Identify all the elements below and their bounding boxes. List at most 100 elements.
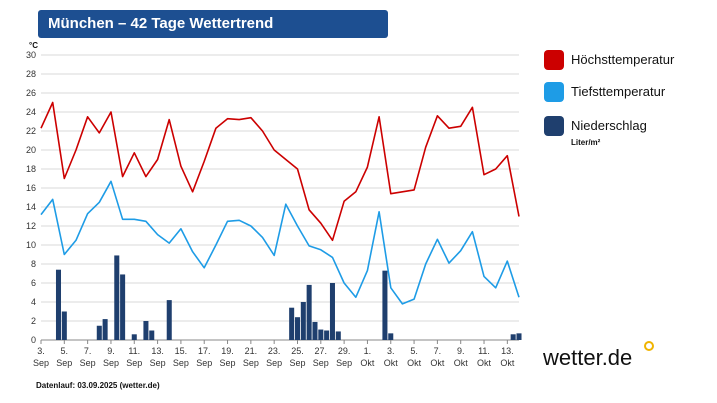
grid-lines — [41, 54, 519, 341]
legend-label-high: Höchsttemperatur — [571, 52, 675, 67]
x-tick-month: Sep — [126, 358, 142, 368]
legend-label-low: Tiefsttemperatur — [571, 84, 666, 99]
x-tick-month: Sep — [266, 358, 282, 368]
precip-bar — [96, 325, 102, 340]
y-axis-unit: °C — [29, 41, 38, 50]
y-tick-label: 6 — [31, 278, 36, 288]
precip-bar — [61, 311, 67, 340]
precip-bar — [324, 330, 330, 340]
precip-bar — [300, 302, 306, 340]
x-tick-day: 3. — [387, 346, 395, 356]
y-tick-label: 14 — [26, 202, 36, 212]
legend-label-precip: Niederschlag — [571, 118, 647, 133]
precip-bar — [102, 319, 108, 340]
x-tick-day: 15. — [175, 346, 188, 356]
x-tick-month: Okt — [384, 358, 399, 368]
x-axis-ticks: 3. Sep 5. Sep 7. Sep 9. Sep 11. Sep 13. Sep 15. Sep 17… — [33, 340, 515, 368]
precip-bar — [329, 283, 335, 340]
y-tick-label: 2 — [31, 316, 36, 326]
x-tick-month: Sep — [150, 358, 166, 368]
y-tick-label: 8 — [31, 259, 36, 269]
precip-bar — [120, 274, 126, 340]
x-tick-month: Sep — [243, 358, 259, 368]
y-tick-label: 0 — [31, 335, 36, 345]
x-tick-month: Okt — [500, 358, 515, 368]
y-tick-label: 30 — [26, 50, 36, 60]
y-tick-label: 4 — [31, 297, 36, 307]
precip-bar — [131, 334, 137, 340]
x-tick-day: 9. — [457, 346, 465, 356]
x-tick-day: 11. — [478, 346, 490, 356]
precip-bar — [382, 270, 388, 340]
y-tick-label: 16 — [26, 183, 36, 193]
x-tick-day: 23. — [268, 346, 281, 356]
y-tick-label: 22 — [26, 126, 36, 136]
wetter-de-logo: wetter.de — [543, 345, 633, 370]
legend-swatch-high — [544, 50, 564, 70]
x-tick-day: 17. — [198, 346, 211, 356]
x-tick-day: 9. — [107, 346, 115, 356]
y-tick-label: 24 — [26, 107, 36, 117]
x-tick-day: 1. — [364, 346, 372, 356]
precip-bar — [306, 284, 312, 340]
x-tick-month: Sep — [33, 358, 49, 368]
y-tick-label: 18 — [26, 164, 36, 174]
x-tick-day: 3. — [37, 346, 45, 356]
x-tick-day: 21. — [245, 346, 258, 356]
precip-bar — [166, 300, 172, 340]
x-tick-month: Okt — [360, 358, 375, 368]
x-tick-month: Sep — [56, 358, 72, 368]
high-temp-line — [40, 101, 520, 242]
precip-bar — [294, 317, 301, 340]
x-tick-month: Sep — [196, 358, 212, 368]
x-tick-month: Sep — [336, 358, 352, 368]
y-tick-label: 20 — [26, 145, 36, 155]
x-tick-month: Sep — [80, 358, 96, 368]
data-run-footer: Datenlauf: 03.09.2025 (wetter.de) — [36, 381, 160, 390]
x-tick-day: 11. — [128, 346, 140, 356]
precip-bar — [114, 255, 120, 340]
x-tick-day: 19. — [221, 346, 234, 356]
legend-swatch-precip — [544, 116, 564, 136]
low-temp-line — [40, 180, 520, 305]
x-tick-day: 7. — [434, 346, 442, 356]
y-tick-label: 12 — [26, 221, 36, 231]
precip-bar — [318, 329, 324, 340]
precip-bar — [510, 334, 516, 340]
precip-bar — [289, 307, 295, 340]
x-tick-month: Sep — [289, 358, 305, 368]
y-tick-label: 26 — [26, 88, 36, 98]
y-tick-label: 10 — [26, 240, 36, 250]
precip-bar — [55, 269, 62, 340]
x-tick-month: Okt — [430, 358, 445, 368]
x-tick-month: Okt — [454, 358, 469, 368]
legend-unit-precip: Liter/m² — [571, 138, 601, 147]
legend-swatch-low — [544, 82, 564, 102]
x-tick-month: Sep — [220, 358, 236, 368]
x-tick-day: 27. — [315, 346, 328, 356]
x-tick-day: 25. — [291, 346, 304, 356]
x-tick-day: 13. — [151, 346, 164, 356]
x-tick-month: Sep — [173, 358, 189, 368]
x-tick-month: Okt — [407, 358, 422, 368]
x-tick-month: Sep — [103, 358, 119, 368]
x-tick-day: 29. — [338, 346, 351, 356]
x-tick-day: 5. — [410, 346, 418, 356]
x-tick-day: 5. — [61, 346, 69, 356]
x-tick-month: Okt — [477, 358, 492, 368]
precip-bar — [143, 321, 149, 340]
y-tick-label: 28 — [26, 69, 36, 79]
x-tick-month: Sep — [313, 358, 329, 368]
chart-title: München – 42 Tage Wettertrend — [38, 10, 388, 38]
precipitation-bars — [55, 255, 522, 340]
precip-bar — [388, 333, 394, 340]
x-tick-day: 13. — [501, 346, 514, 356]
precip-bar — [335, 331, 341, 340]
temperature-lines — [40, 101, 520, 305]
precip-bar — [149, 330, 155, 340]
logo-dot-icon — [644, 341, 654, 351]
precip-bar — [312, 321, 318, 340]
precip-bar — [516, 333, 522, 340]
